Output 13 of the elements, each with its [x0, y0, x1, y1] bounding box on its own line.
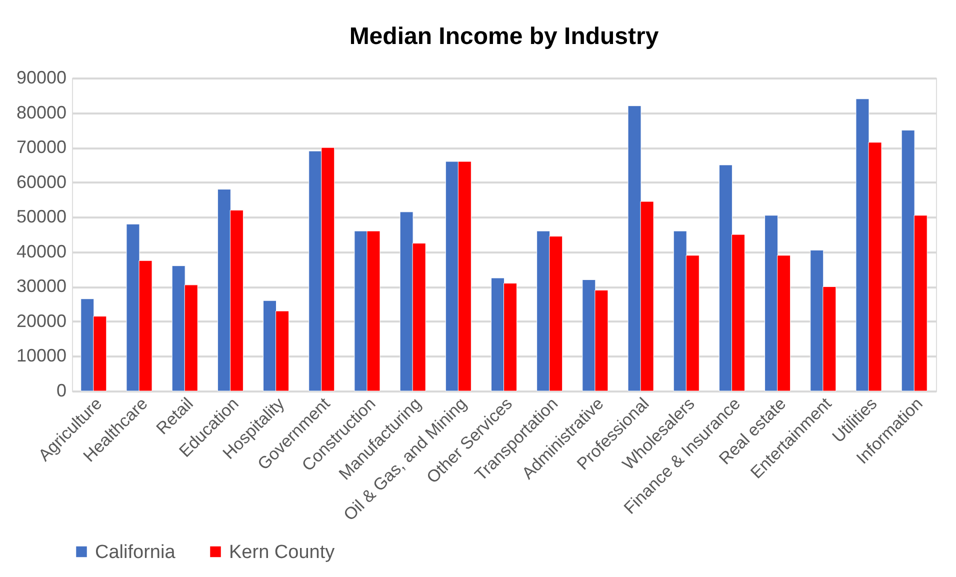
- legend-label: Kern County: [229, 542, 336, 563]
- chart-title: Median Income by Industry: [349, 23, 660, 50]
- y-tick-label: 20000: [16, 310, 66, 331]
- legend-label: California: [95, 542, 176, 563]
- y-tick-label: 80000: [16, 102, 66, 122]
- y-tick-label: 10000: [16, 346, 66, 366]
- y-tick-label: 70000: [16, 137, 66, 158]
- y-tick-label: 30000: [16, 276, 66, 296]
- y-tick-label: 0: [56, 380, 66, 400]
- y-tick-label: 60000: [16, 172, 66, 192]
- y-tick-label: 40000: [16, 241, 66, 262]
- y-tick-label: 90000: [16, 68, 66, 88]
- y-tick-label: 50000: [16, 206, 66, 227]
